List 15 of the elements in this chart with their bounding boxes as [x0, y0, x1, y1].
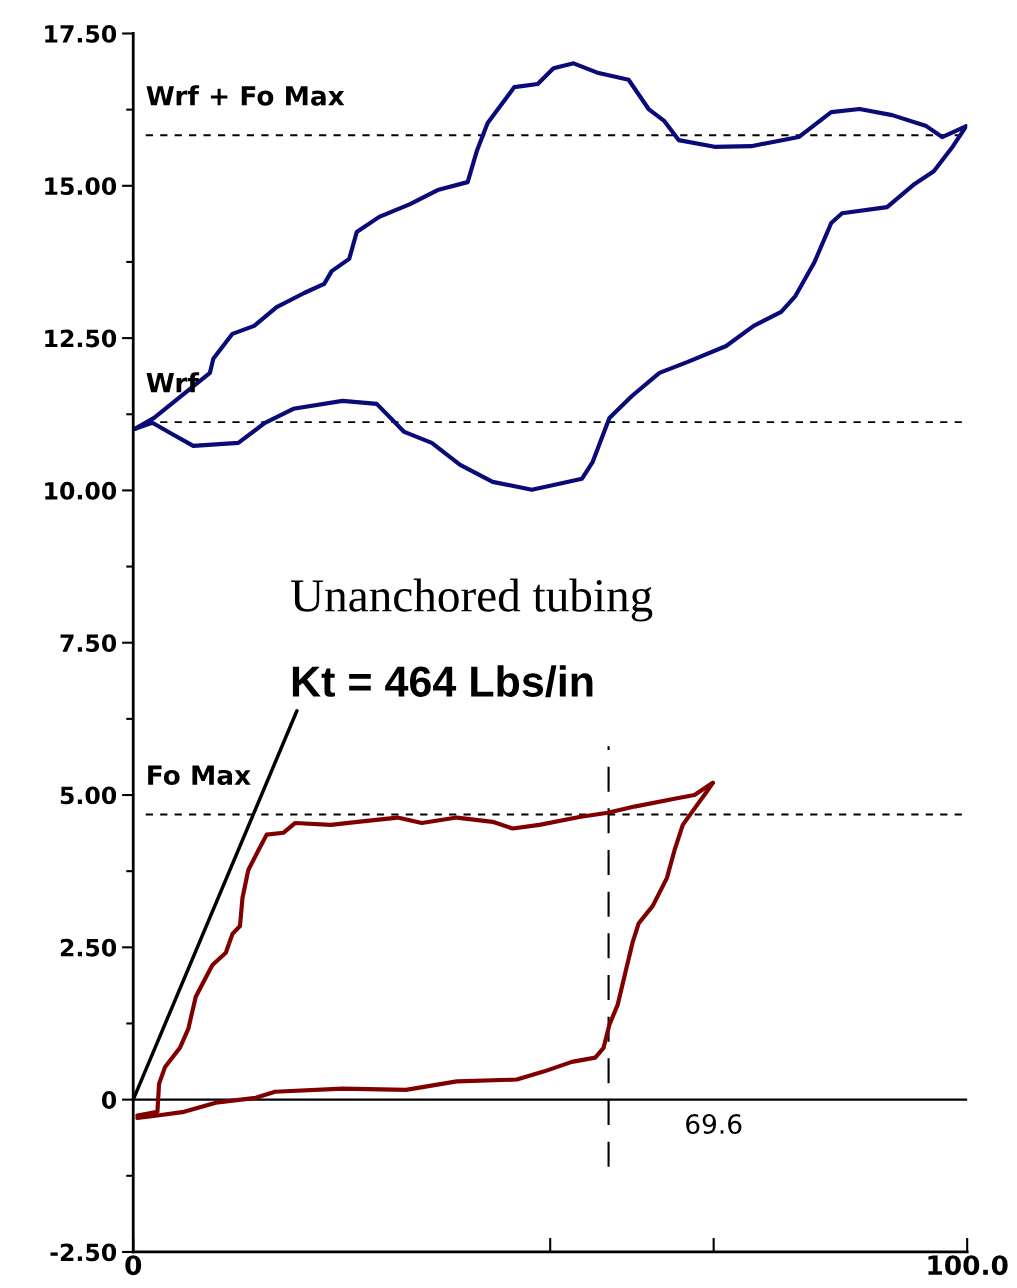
y-tick-label: -2.50: [50, 1243, 117, 1262]
y-tick-label: 10.00: [45, 481, 117, 500]
ref-line-label: Fo Max: [148, 765, 251, 786]
annotation: 69.6: [686, 1113, 742, 1134]
y-tick-label: 0: [101, 1091, 117, 1109]
annotation: Kt = 464 Lbs/in: [292, 665, 593, 698]
ref-line-label: Wrf + Fo Max: [146, 85, 345, 106]
y-tick-label: 5.00: [60, 786, 117, 805]
y-tick-label: 12.50: [45, 329, 117, 348]
y-tick-label: 15.00: [45, 177, 117, 196]
y-tick-label: 2.50: [60, 938, 117, 957]
y-tick-label: 7.50: [60, 634, 117, 653]
annotation: Unanchored tubing: [291, 578, 653, 622]
y-tick-label: 17.50: [45, 24, 117, 43]
x-tick-label: 100.0: [928, 1255, 1008, 1276]
